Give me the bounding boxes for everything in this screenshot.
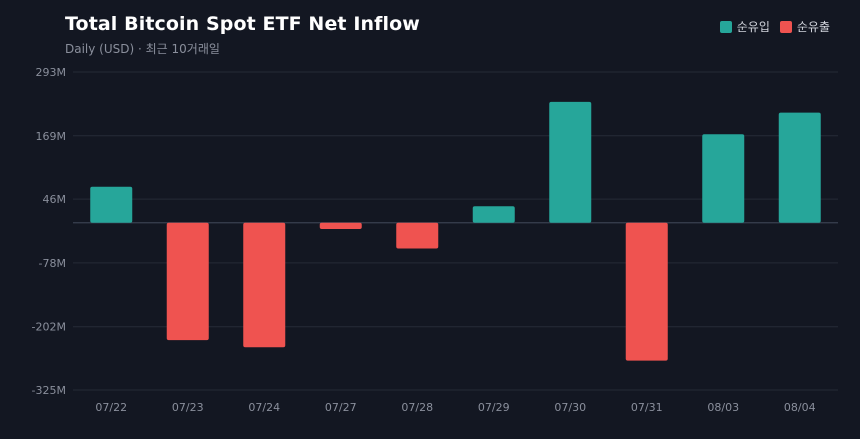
bar-07-23	[166, 222, 209, 341]
x-tick-label: 08/04	[784, 401, 816, 414]
legend-item-inflow[interactable]: 순유입	[719, 18, 770, 35]
bar-07-22	[90, 186, 133, 223]
x-tick-label: 07/30	[554, 401, 586, 414]
x-tick-label: 07/28	[401, 401, 433, 414]
bar-07-27	[319, 222, 362, 229]
x-tick-label: 07/29	[478, 401, 510, 414]
bar-07-31	[625, 222, 668, 361]
x-tick-label: 07/27	[325, 401, 357, 414]
y-tick-label: 293M	[36, 66, 67, 79]
legend-item-outflow[interactable]: 순유출	[779, 18, 830, 35]
bar-07-29	[472, 206, 515, 223]
y-tick-label: -325M	[32, 384, 66, 397]
x-tick-label: 07/22	[95, 401, 127, 414]
bar-07-24	[243, 222, 286, 348]
y-tick-label: -78M	[39, 257, 66, 270]
x-tick-label: 07/23	[172, 401, 204, 414]
x-tick-label: 07/31	[631, 401, 663, 414]
chart-legend: 순유입 순유출	[719, 18, 830, 35]
chart-subtitle: Daily (USD) · 최근 10거래일	[65, 42, 220, 56]
bar-07-28	[396, 222, 439, 249]
y-tick-label: 169M	[36, 130, 67, 143]
bar-08-03	[702, 134, 745, 223]
bar-08-04	[778, 112, 821, 223]
x-tick-label: 08/03	[707, 401, 739, 414]
bar-07-30	[549, 101, 592, 223]
chart-title: Total Bitcoin Spot ETF Net Inflow	[65, 13, 420, 35]
legend-swatch-inflow	[719, 20, 732, 33]
y-tick-label: -202M	[32, 321, 66, 334]
x-tick-label: 07/24	[248, 401, 280, 414]
y-tick-label: 46M	[43, 193, 67, 206]
legend-label-outflow: 순유출	[796, 20, 830, 34]
legend-swatch-outflow	[779, 20, 792, 33]
legend-label-inflow: 순유입	[736, 20, 770, 34]
